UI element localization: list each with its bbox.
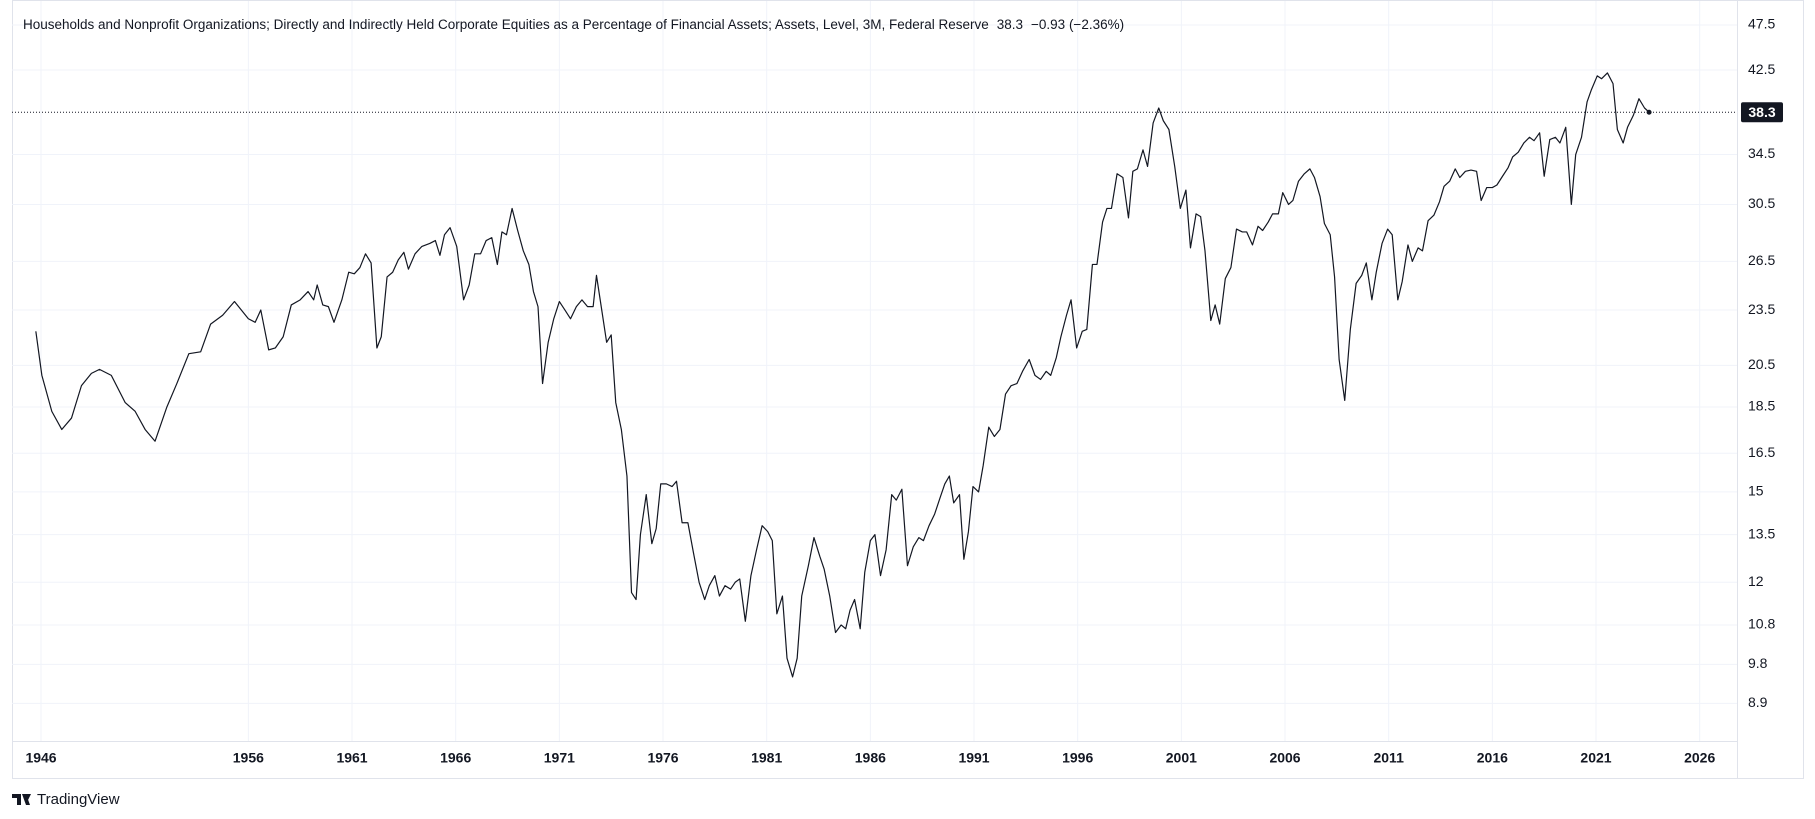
series-line bbox=[35, 72, 1650, 678]
y-tick-label: 15 bbox=[1748, 483, 1764, 499]
grid bbox=[12, 1, 1737, 741]
x-tick-label: 2021 bbox=[1580, 750, 1611, 766]
y-tick-label: 12 bbox=[1748, 573, 1764, 589]
y-tick-label: 8.9 bbox=[1748, 694, 1768, 710]
y-tick-label: 34.5 bbox=[1748, 145, 1775, 161]
x-tick-label: 2001 bbox=[1166, 750, 1197, 766]
x-tick-label: 2026 bbox=[1684, 750, 1715, 766]
y-tick-label: 30.5 bbox=[1748, 195, 1775, 211]
x-tick-label: 1996 bbox=[1062, 750, 1093, 766]
y-tick-label: 47.5 bbox=[1748, 16, 1775, 32]
x-tick-label: 1986 bbox=[855, 750, 886, 766]
y-tick-label: 18.5 bbox=[1748, 398, 1775, 414]
logo-icon bbox=[12, 794, 31, 805]
y-tick-label: 10.8 bbox=[1748, 616, 1775, 632]
last-point bbox=[1646, 109, 1652, 115]
x-tick-label: 1946 bbox=[25, 750, 56, 766]
last-value: 38.3 bbox=[997, 17, 1023, 32]
x-tick-label: 2016 bbox=[1477, 750, 1508, 766]
y-tick-label: 20.5 bbox=[1748, 356, 1775, 372]
x-tick-label: 1971 bbox=[544, 750, 575, 766]
brand-name: TradingView bbox=[37, 791, 120, 808]
price-label: 38.3 bbox=[1748, 104, 1775, 120]
y-tick-label: 9.8 bbox=[1748, 655, 1768, 671]
y-tick-label: 23.5 bbox=[1748, 301, 1775, 317]
chart-frame bbox=[12, 0, 1804, 779]
price-label-box bbox=[1741, 102, 1783, 123]
change-label: −0.93 (−2.36%) bbox=[1031, 17, 1124, 32]
legend-header: Households and Nonprofit Organizations; … bbox=[23, 17, 1124, 32]
y-tick-label: 42.5 bbox=[1748, 61, 1775, 77]
x-tick-label: 1956 bbox=[233, 750, 264, 766]
x-tick-label: 1991 bbox=[958, 750, 989, 766]
x-tick-label: 2011 bbox=[1373, 750, 1404, 766]
y-tick-label: 16.5 bbox=[1748, 444, 1775, 460]
series-title: Households and Nonprofit Organizations; … bbox=[23, 17, 989, 32]
x-tick-label: 1981 bbox=[751, 750, 782, 766]
x-tick-label: 1976 bbox=[647, 750, 678, 766]
x-tick-label: 2006 bbox=[1269, 750, 1300, 766]
x-tick-label: 1966 bbox=[440, 750, 471, 766]
logo: TradingView bbox=[12, 791, 120, 808]
x-tick-label: 1961 bbox=[336, 750, 367, 766]
y-tick-label: 13.5 bbox=[1748, 525, 1775, 541]
y-tick-label: 26.5 bbox=[1748, 252, 1775, 268]
